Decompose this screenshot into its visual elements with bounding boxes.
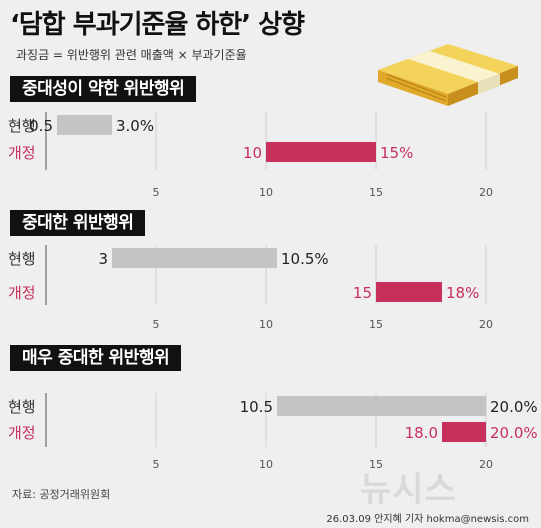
bar-end-label: 10.5% bbox=[281, 250, 329, 268]
tick-label: 5 bbox=[153, 186, 160, 199]
section-title-minor: 중대성이 약한 위반행위 bbox=[10, 76, 197, 102]
current-bar bbox=[277, 396, 486, 416]
revised-bar bbox=[266, 142, 376, 162]
bar-end-label: 20.0% bbox=[490, 398, 538, 416]
tick-label: 10 bbox=[259, 186, 273, 199]
tick-label: 5 bbox=[153, 458, 160, 471]
tick-label: 10 bbox=[259, 458, 273, 471]
tick-label: 20 bbox=[479, 186, 493, 199]
tick-label: 15 bbox=[369, 458, 383, 471]
row-name: 개정 bbox=[8, 424, 36, 442]
revised-bar bbox=[376, 282, 442, 302]
row-name: 개정 bbox=[8, 284, 36, 302]
revised-bar bbox=[442, 422, 486, 442]
bar-start-label: 3 bbox=[98, 250, 108, 268]
row-name: 개정 bbox=[8, 144, 36, 162]
money-stack-icon bbox=[378, 44, 518, 106]
page-title: ‘담합 부과기준율 하한’ 상향 bbox=[10, 10, 305, 40]
bar-end-label: 15% bbox=[380, 144, 413, 162]
row-name: 현행 bbox=[8, 117, 36, 135]
bar-start-label: 10 bbox=[243, 144, 262, 162]
current-bar bbox=[57, 115, 112, 135]
bar-end-label: 20.0% bbox=[490, 424, 538, 442]
tick-label: 15 bbox=[369, 318, 383, 331]
tick-label: 20 bbox=[479, 318, 493, 331]
watermark-logo: 뉴시스 bbox=[360, 470, 457, 510]
bar-end-label: 3.0% bbox=[116, 117, 154, 135]
credit-line: 26.03.09 안지혜 기자 hokma@newsis.com bbox=[326, 514, 529, 525]
bar-start-label: 0.5 bbox=[29, 117, 53, 135]
bar-end-label: 18% bbox=[446, 284, 479, 302]
formula-caption: 과징금 = 위반행위 관련 매출액 × 부과기준율 bbox=[16, 48, 247, 62]
source-note: 자료: 공정거래위원회 bbox=[12, 488, 111, 501]
tick-label: 20 bbox=[479, 458, 493, 471]
tick-label: 15 bbox=[369, 186, 383, 199]
section-title-very-serious: 매우 중대한 위반행위 bbox=[10, 345, 182, 371]
tick-label: 10 bbox=[259, 318, 273, 331]
current-bar bbox=[112, 248, 277, 268]
section-title-serious: 중대한 위반행위 bbox=[10, 210, 146, 236]
row-name: 현행 bbox=[8, 398, 36, 416]
tick-label: 5 bbox=[153, 318, 160, 331]
bar-start-label: 18.0 bbox=[405, 424, 438, 442]
bar-start-label: 15 bbox=[353, 284, 372, 302]
row-name: 현행 bbox=[8, 250, 36, 268]
bar-start-label: 10.5 bbox=[240, 398, 273, 416]
